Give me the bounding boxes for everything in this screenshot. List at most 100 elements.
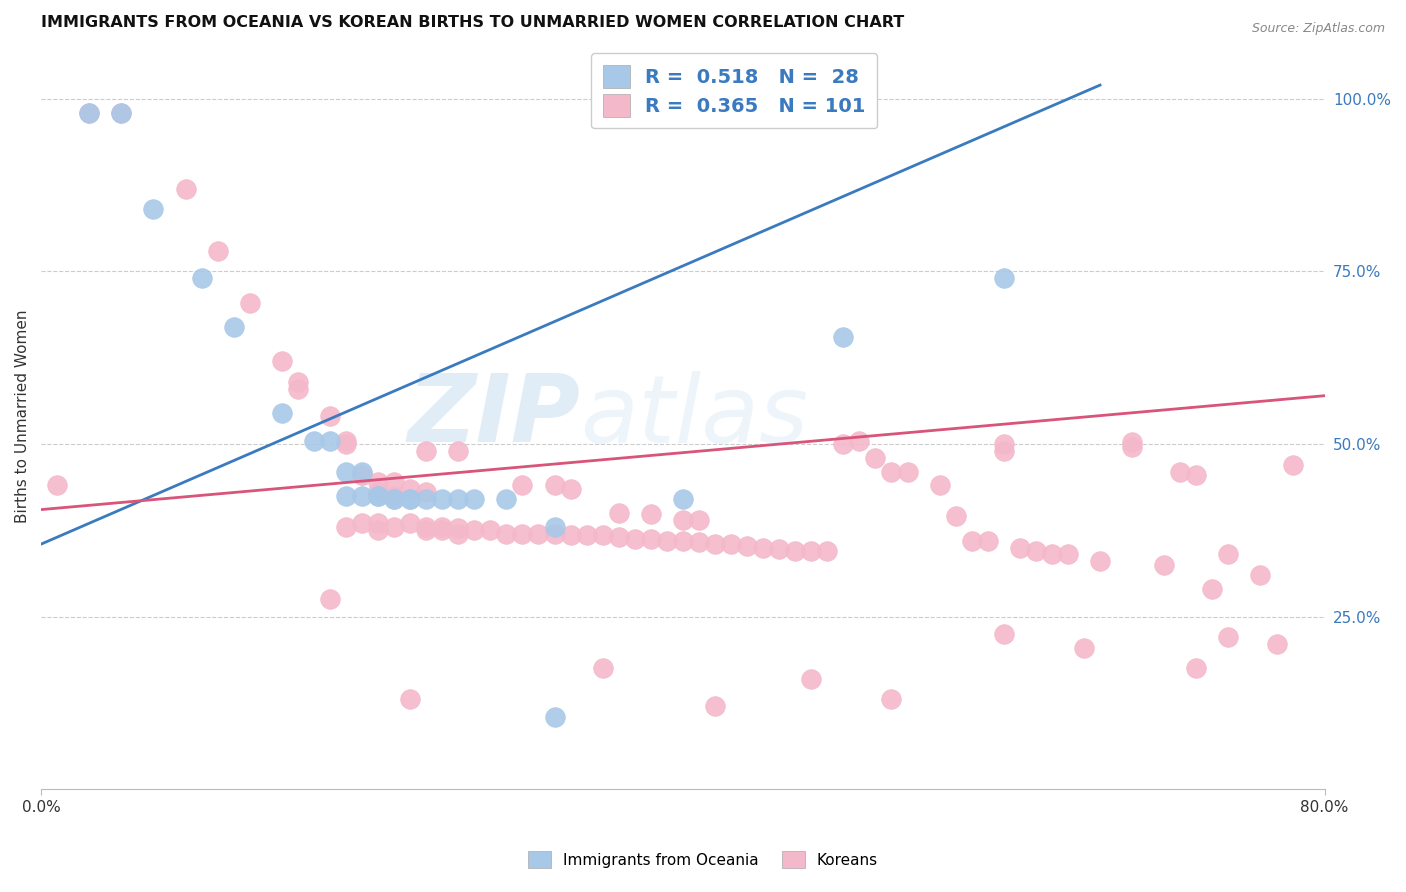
Point — [432, 492, 454, 507]
Point — [382, 475, 405, 489]
Point — [720, 537, 742, 551]
Point — [447, 492, 470, 507]
Point — [447, 521, 470, 535]
Point — [270, 354, 292, 368]
Point — [560, 528, 582, 542]
Point — [142, 202, 165, 217]
Point — [785, 544, 807, 558]
Point — [655, 533, 678, 548]
Point — [319, 409, 342, 424]
Point — [1185, 661, 1208, 675]
Point — [382, 492, 405, 507]
Text: Source: ZipAtlas.com: Source: ZipAtlas.com — [1251, 22, 1385, 36]
Point — [993, 437, 1015, 451]
Point — [1218, 630, 1240, 644]
Point — [1073, 640, 1095, 655]
Point — [399, 692, 422, 706]
Point — [447, 444, 470, 458]
Point — [350, 468, 373, 483]
Point — [1057, 548, 1080, 562]
Point — [382, 520, 405, 534]
Point — [287, 382, 309, 396]
Point — [367, 475, 389, 489]
Point — [350, 468, 373, 483]
Text: atlas: atlas — [581, 371, 808, 462]
Point — [543, 520, 565, 534]
Point — [993, 271, 1015, 285]
Point — [704, 537, 727, 551]
Point — [575, 528, 598, 542]
Point — [1281, 458, 1303, 472]
Point — [432, 520, 454, 534]
Point — [800, 672, 823, 686]
Point — [704, 699, 727, 714]
Point — [415, 524, 437, 538]
Point — [399, 482, 422, 496]
Point — [672, 513, 695, 527]
Point — [977, 533, 1000, 548]
Point — [382, 492, 405, 507]
Point — [832, 330, 855, 344]
Point — [335, 437, 357, 451]
Point — [415, 492, 437, 507]
Point — [335, 434, 357, 448]
Point — [46, 478, 69, 492]
Point — [415, 485, 437, 500]
Point — [367, 524, 389, 538]
Point — [367, 489, 389, 503]
Point — [77, 105, 100, 120]
Point — [832, 437, 855, 451]
Point — [815, 544, 838, 558]
Point — [1250, 568, 1272, 582]
Point — [592, 528, 614, 542]
Point — [367, 516, 389, 531]
Point — [399, 492, 422, 507]
Point — [896, 465, 918, 479]
Point — [207, 244, 229, 258]
Point — [1201, 582, 1223, 596]
Point — [287, 375, 309, 389]
Point — [607, 530, 630, 544]
Point — [1168, 465, 1191, 479]
Point — [1121, 441, 1143, 455]
Point — [110, 105, 132, 120]
Point — [174, 181, 197, 195]
Point — [77, 105, 100, 120]
Point — [880, 692, 903, 706]
Point — [239, 295, 262, 310]
Point — [1025, 544, 1047, 558]
Point — [848, 434, 870, 448]
Point — [432, 524, 454, 538]
Point — [367, 485, 389, 500]
Point — [960, 533, 983, 548]
Point — [110, 105, 132, 120]
Point — [1153, 558, 1175, 572]
Point — [463, 492, 485, 507]
Point — [880, 465, 903, 479]
Point — [735, 539, 758, 553]
Point — [335, 520, 357, 534]
Point — [993, 444, 1015, 458]
Point — [1121, 434, 1143, 449]
Point — [768, 541, 790, 556]
Point — [607, 506, 630, 520]
Point — [945, 509, 967, 524]
Point — [302, 434, 325, 448]
Point — [415, 444, 437, 458]
Point — [1088, 554, 1111, 568]
Y-axis label: Births to Unmarried Women: Births to Unmarried Women — [15, 310, 30, 523]
Point — [190, 271, 212, 285]
Point — [222, 319, 245, 334]
Point — [640, 508, 662, 522]
Point — [543, 526, 565, 541]
Point — [1265, 637, 1288, 651]
Point — [688, 535, 710, 549]
Point — [319, 434, 342, 448]
Point — [270, 406, 292, 420]
Point — [560, 482, 582, 496]
Point — [1040, 548, 1063, 562]
Point — [495, 526, 517, 541]
Point — [592, 661, 614, 675]
Point — [335, 489, 357, 503]
Point — [640, 533, 662, 547]
